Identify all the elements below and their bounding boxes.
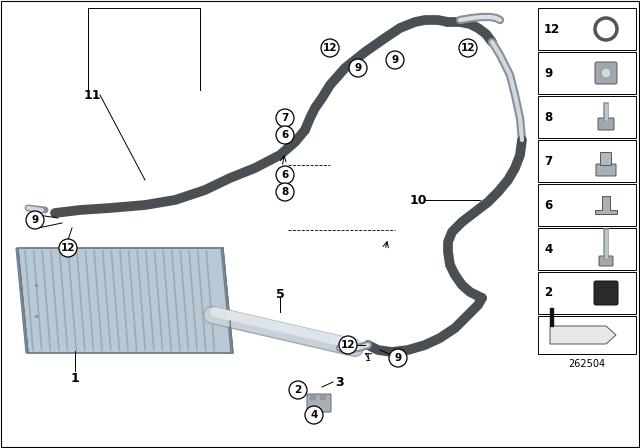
Text: 262504: 262504: [568, 359, 605, 369]
Text: 8: 8: [544, 111, 552, 124]
Circle shape: [386, 51, 404, 69]
Text: 7: 7: [282, 113, 289, 123]
Text: 9: 9: [31, 215, 38, 225]
Circle shape: [276, 109, 294, 127]
Text: 12: 12: [340, 340, 355, 350]
FancyBboxPatch shape: [595, 62, 617, 84]
Text: 4: 4: [544, 242, 552, 255]
Circle shape: [321, 39, 339, 57]
Bar: [538, 8, 636, 50]
Polygon shape: [595, 196, 617, 214]
Bar: [538, 52, 636, 94]
Text: 12: 12: [461, 43, 476, 53]
Text: 11: 11: [83, 89, 100, 102]
Circle shape: [276, 126, 294, 144]
Circle shape: [339, 336, 357, 354]
Text: 8: 8: [282, 187, 289, 197]
Text: 12: 12: [323, 43, 337, 53]
FancyBboxPatch shape: [598, 118, 614, 130]
Circle shape: [59, 239, 77, 257]
FancyBboxPatch shape: [594, 281, 618, 305]
Circle shape: [276, 166, 294, 184]
Bar: [538, 272, 636, 314]
Bar: [538, 184, 636, 226]
Text: 12: 12: [61, 243, 76, 253]
Circle shape: [305, 406, 323, 424]
Text: 7: 7: [544, 155, 552, 168]
Text: 1: 1: [70, 371, 79, 384]
Text: 9: 9: [544, 66, 552, 79]
FancyBboxPatch shape: [307, 394, 331, 412]
Text: 3: 3: [336, 375, 344, 388]
FancyBboxPatch shape: [600, 152, 611, 165]
FancyBboxPatch shape: [599, 256, 613, 266]
Text: 4: 4: [310, 410, 317, 420]
Circle shape: [26, 211, 44, 229]
Bar: [538, 96, 636, 138]
Circle shape: [289, 381, 307, 399]
Circle shape: [459, 39, 477, 57]
Bar: [550, 308, 553, 326]
Circle shape: [276, 183, 294, 201]
Circle shape: [601, 68, 611, 78]
Text: 9: 9: [394, 353, 401, 363]
Polygon shape: [16, 248, 28, 353]
Text: 2: 2: [544, 287, 552, 300]
Bar: [538, 316, 636, 354]
Text: 9: 9: [355, 63, 362, 73]
Polygon shape: [221, 248, 233, 353]
Text: 12: 12: [544, 22, 560, 35]
Text: 5: 5: [276, 289, 284, 302]
Text: 6: 6: [282, 130, 289, 140]
Polygon shape: [18, 248, 233, 353]
Circle shape: [389, 349, 407, 367]
Bar: [320, 395, 325, 399]
Text: 10: 10: [409, 194, 427, 207]
Text: 6: 6: [282, 170, 289, 180]
Bar: [310, 395, 315, 399]
Bar: [538, 140, 636, 182]
Circle shape: [349, 59, 367, 77]
Circle shape: [599, 22, 613, 36]
Text: 6: 6: [544, 198, 552, 211]
Text: 1: 1: [365, 353, 371, 363]
FancyBboxPatch shape: [596, 164, 616, 176]
Text: 9: 9: [392, 55, 399, 65]
Polygon shape: [550, 326, 616, 344]
Bar: [538, 228, 636, 270]
Circle shape: [595, 18, 617, 40]
Text: 2: 2: [294, 385, 301, 395]
